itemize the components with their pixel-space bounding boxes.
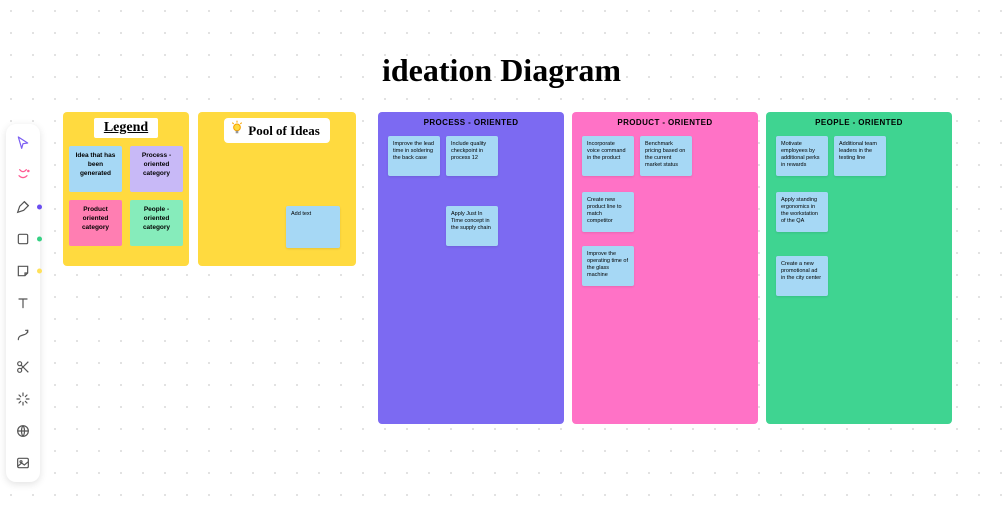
tool-indicator-dot (37, 237, 42, 242)
legend-card[interactable]: People - oriented category (130, 200, 183, 246)
ai-spark-icon[interactable] (12, 164, 34, 186)
sticky-note[interactable]: Create a new promotional ad in the city … (776, 256, 828, 296)
scissors-tool-icon[interactable] (12, 356, 34, 378)
lightbulb-small-icon (230, 120, 244, 141)
pool-heading-wrap: Pool of Ideas (224, 118, 330, 143)
pool-heading: Pool of Ideas (248, 123, 320, 139)
sticky-note[interactable]: Additional team leaders in the testing l… (834, 136, 886, 176)
legend-panel[interactable]: Legend Idea that has been generatedProces… (63, 112, 189, 266)
text-tool-icon[interactable] (12, 292, 34, 314)
legend-grid: Idea that has been generatedProcess - or… (63, 146, 189, 254)
effects-tool-icon[interactable] (12, 388, 34, 410)
legend-card[interactable]: Product oriented category (69, 200, 122, 246)
sticky-note[interactable]: Create new product line to match competi… (582, 192, 634, 232)
sticky-note[interactable]: Benchmark pricing based on the current m… (640, 136, 692, 176)
diagram-title: ideation Diagram (382, 52, 621, 89)
legend-card[interactable]: Process - oriented category (130, 146, 183, 192)
diagram-title-wrap: ideation Diagram (382, 44, 621, 81)
image-tool-icon[interactable] (12, 452, 34, 474)
product-column-panel[interactable]: PRODUCT - ORIENTED Incorporate voice comm… (572, 112, 758, 424)
pool-of-ideas-panel[interactable]: Pool of Ideas Add text (198, 112, 356, 266)
sticky-note[interactable]: Apply standing ergonomics in the worksta… (776, 192, 828, 232)
shape-tool-icon[interactable] (12, 228, 34, 250)
sticky-note-icon[interactable] (12, 260, 34, 282)
pen-tool-icon[interactable] (12, 196, 34, 218)
sticky-note[interactable]: Improve the operating time of the glass … (582, 246, 634, 286)
people-column-title: PEOPLE - ORIENTED (766, 112, 952, 127)
process-column-title: PROCESS - ORIENTED (378, 112, 564, 127)
process-column-panel[interactable]: PROCESS - ORIENTED Improve the lead time … (378, 112, 564, 424)
sticky-note[interactable]: Motivate employees by additional perks i… (776, 136, 828, 176)
sticky-note[interactable]: Add text (286, 206, 340, 248)
sticky-note[interactable]: Include quality checkpoint in process 12 (446, 136, 498, 176)
tool-indicator-dot (37, 205, 42, 210)
tool-indicator-dot (37, 269, 42, 274)
sticky-note[interactable]: Apply Just In Time concept in the supply… (446, 206, 498, 246)
sticky-note[interactable]: Improve the lead time in soldering the b… (388, 136, 440, 176)
legend-card[interactable]: Idea that has been generated (69, 146, 122, 192)
left-toolbar (6, 124, 40, 482)
legend-heading: Legend (94, 118, 158, 138)
pointer-tool-icon[interactable] (12, 132, 34, 154)
sticky-note[interactable]: Incorporate voice command in the product (582, 136, 634, 176)
globe-tool-icon[interactable] (12, 420, 34, 442)
product-column-title: PRODUCT - ORIENTED (572, 112, 758, 127)
people-column-panel[interactable]: PEOPLE - ORIENTED Motivate employees by a… (766, 112, 952, 424)
connector-tool-icon[interactable] (12, 324, 34, 346)
